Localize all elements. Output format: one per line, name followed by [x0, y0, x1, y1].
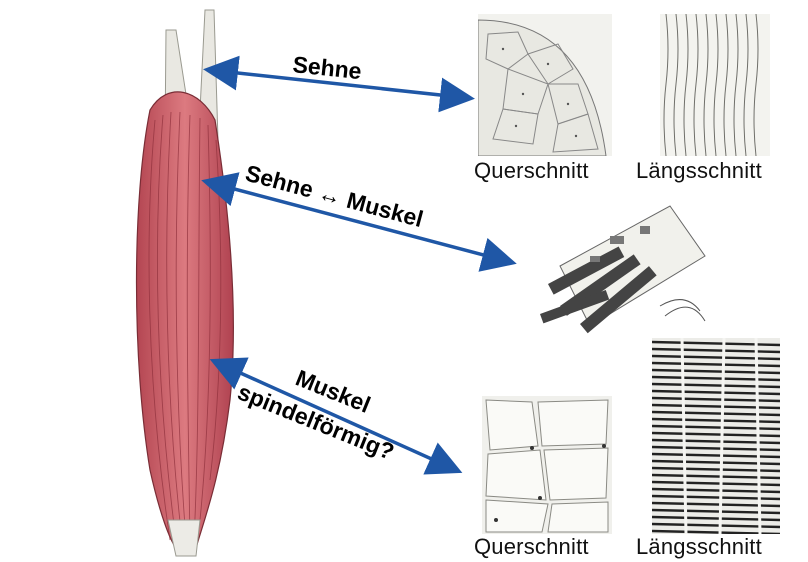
striation-band	[652, 361, 780, 368]
muscle-arrow	[209, 357, 463, 475]
tendon-longitudinal-caption: Längsschnitt	[636, 158, 762, 183]
myotendinous-junction-image	[540, 205, 706, 334]
muscle-cross-caption: Querschnitt	[474, 534, 589, 559]
muscle-longitudinal-image	[652, 338, 780, 534]
striation-band	[652, 382, 780, 389]
tendon-longitudinal-image	[660, 14, 770, 156]
striation-band	[652, 354, 780, 361]
tendon-cross-section-image	[478, 14, 612, 156]
tendon-muscle-label: Sehne ↔ Muskel	[243, 160, 426, 232]
tendon-arrow	[203, 55, 475, 113]
striation-band	[652, 375, 780, 382]
tendon-muscle-arrow	[201, 172, 517, 272]
striation-band	[652, 368, 780, 375]
striation-band	[652, 389, 780, 396]
striation-band	[652, 347, 780, 354]
striation-band	[652, 340, 780, 347]
muscle-longitudinal-caption: Längsschnitt	[636, 534, 762, 559]
muscle-cross-section-image	[482, 396, 612, 534]
